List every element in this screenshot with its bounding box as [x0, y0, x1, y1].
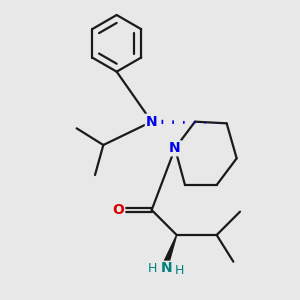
Text: N: N: [146, 115, 158, 129]
Text: H: H: [175, 265, 184, 278]
Text: H: H: [148, 262, 158, 275]
Text: O: O: [112, 203, 124, 217]
Text: N: N: [169, 141, 181, 155]
Polygon shape: [164, 235, 177, 262]
Text: N: N: [161, 261, 172, 275]
